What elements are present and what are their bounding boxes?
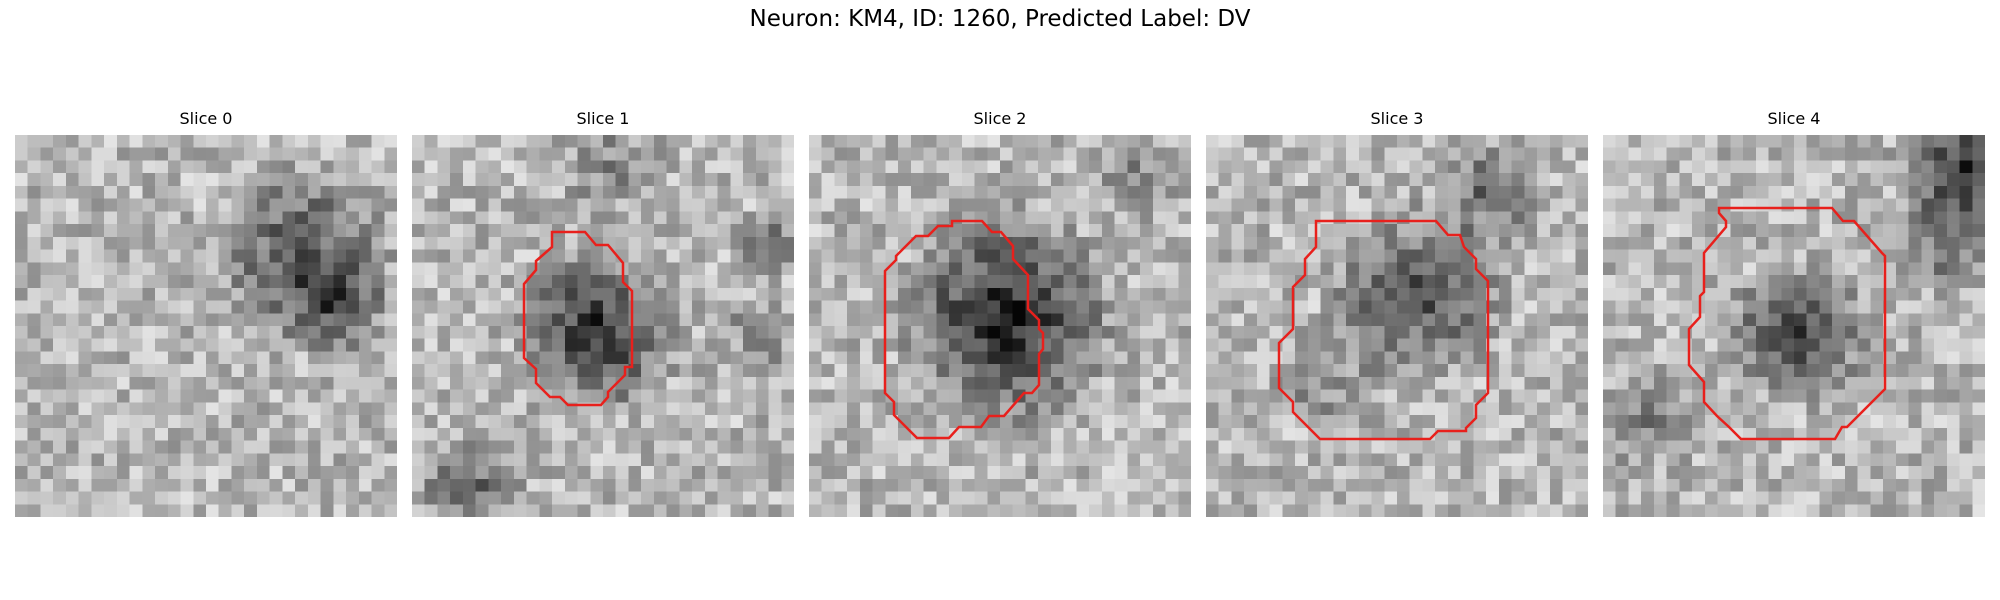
slice-panel-4: Slice 4	[1603, 107, 1985, 517]
slice-panel-1: Slice 1	[412, 107, 794, 517]
slice-title-2: Slice 2	[973, 109, 1027, 128]
slice-title-0: Slice 0	[179, 109, 233, 128]
slice-panel-3: Slice 3	[1206, 107, 1588, 517]
slice-image-3	[1206, 135, 1588, 517]
figure-title: Neuron: KM4, ID: 1260, Predicted Label: …	[749, 6, 1251, 32]
slice-panel-2: Slice 2	[809, 107, 1191, 517]
slice-image-1	[412, 135, 794, 517]
slice-title-4: Slice 4	[1767, 109, 1821, 128]
slice-panel-0: Slice 0	[15, 107, 397, 517]
slice-image-0	[15, 135, 397, 517]
slice-title-3: Slice 3	[1370, 109, 1424, 128]
slice-title-1: Slice 1	[576, 109, 630, 128]
slice-image-2	[809, 135, 1191, 517]
slice-image-4	[1603, 135, 1985, 517]
